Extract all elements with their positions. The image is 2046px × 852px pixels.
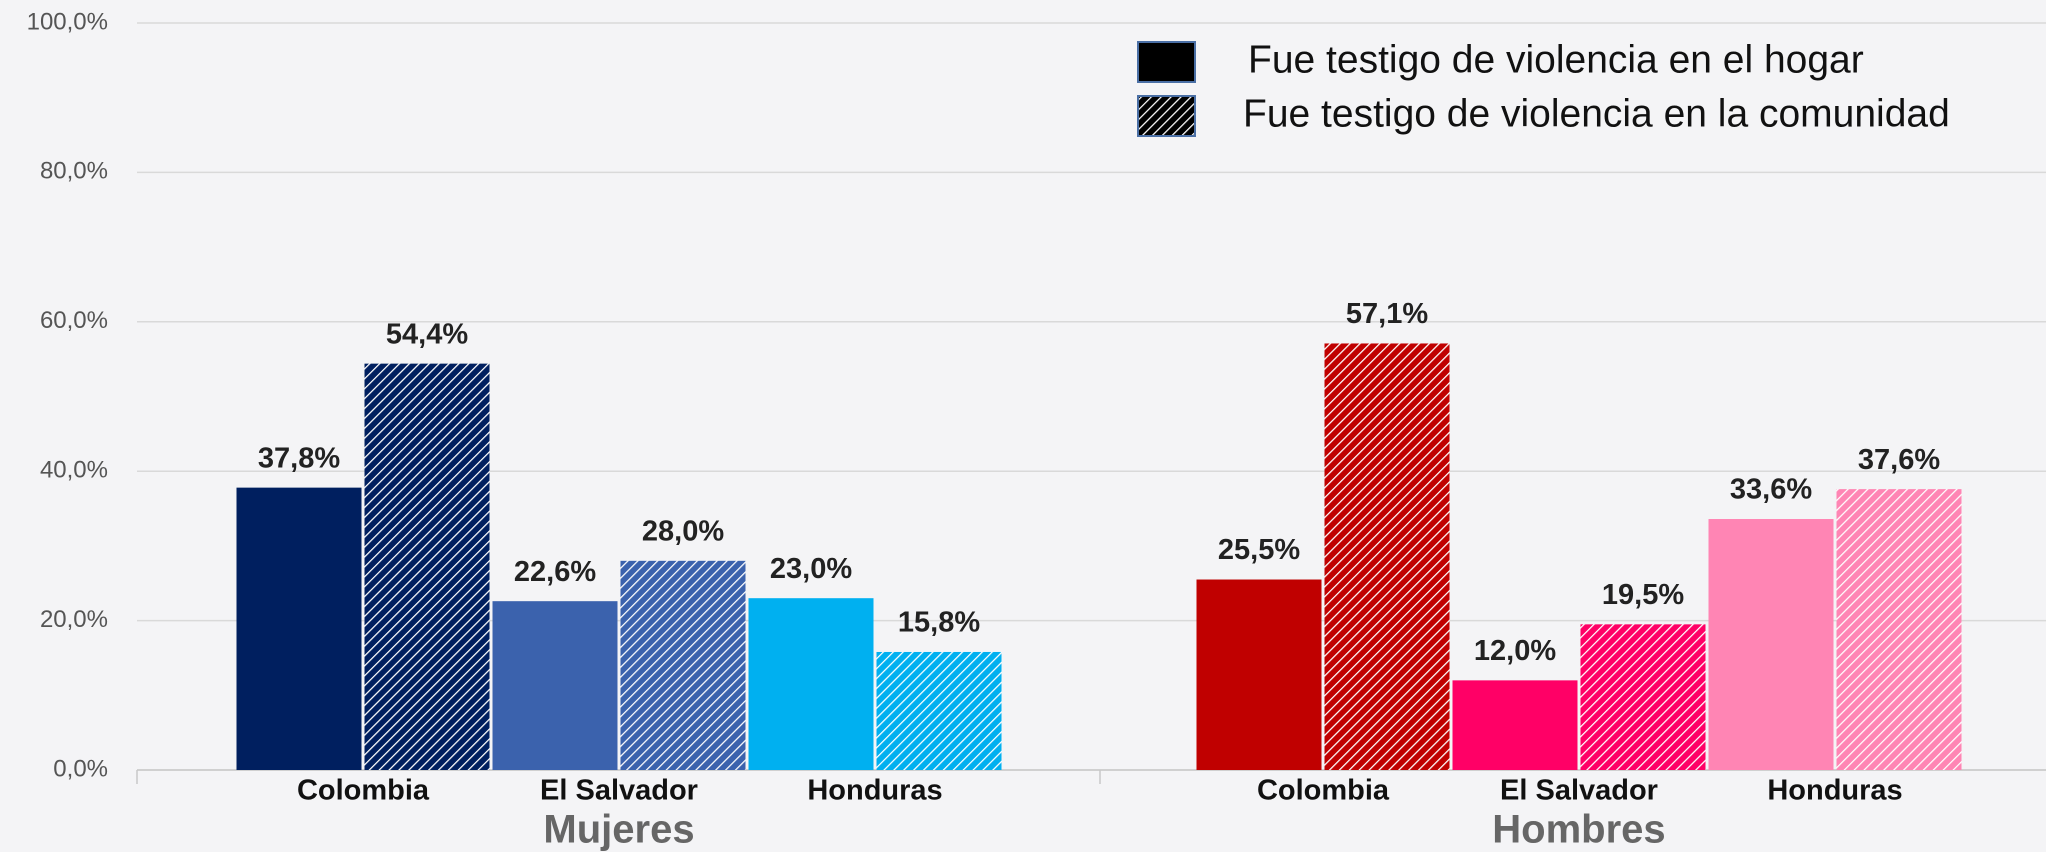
x-tick-label: Honduras	[807, 775, 942, 807]
value-label: 54,4%	[386, 318, 468, 350]
bar	[748, 598, 874, 770]
x-tick-label: Colombia	[1257, 775, 1390, 807]
value-label: 25,5%	[1218, 534, 1300, 566]
bar	[876, 651, 1002, 770]
y-tick-label: 20,0%	[40, 606, 108, 633]
y-tick-label: 40,0%	[40, 457, 108, 484]
bar	[1580, 624, 1706, 770]
x-tick-label: Colombia	[297, 775, 430, 807]
legend-swatch	[1137, 41, 1196, 83]
y-tick-label: 0,0%	[53, 755, 108, 782]
bar	[1452, 680, 1578, 770]
bar	[364, 363, 490, 770]
legend-swatch	[1137, 95, 1196, 137]
bar	[620, 560, 746, 770]
value-label: 12,0%	[1474, 635, 1556, 667]
group-label: Mujeres	[543, 808, 694, 852]
value-label: 57,1%	[1346, 298, 1428, 330]
value-label: 37,8%	[258, 442, 340, 474]
y-tick-label: 60,0%	[40, 307, 108, 334]
y-tick-label: 80,0%	[40, 158, 108, 185]
bar	[1836, 489, 1962, 770]
legend-label: Fue testigo de violencia en el hogar	[1248, 38, 1864, 81]
bar	[236, 487, 362, 770]
value-label: 37,6%	[1858, 444, 1940, 476]
bar	[1196, 579, 1322, 770]
x-tick-label: Honduras	[1767, 775, 1902, 807]
value-label: 33,6%	[1730, 474, 1812, 506]
legend-label: Fue testigo de violencia en la comunidad	[1243, 92, 1950, 135]
value-label: 23,0%	[770, 553, 852, 585]
bar	[1708, 519, 1834, 770]
group-label: Hombres	[1492, 808, 1665, 852]
value-label: 15,8%	[898, 607, 980, 639]
x-tick-label: El Salvador	[540, 775, 698, 807]
bar	[492, 601, 618, 770]
value-label: 22,6%	[514, 556, 596, 588]
bar	[1324, 343, 1450, 770]
value-label: 28,0%	[642, 515, 724, 547]
y-tick-label: 100,0%	[27, 8, 108, 35]
value-label: 19,5%	[1602, 579, 1684, 611]
x-tick-label: El Salvador	[1500, 775, 1658, 807]
